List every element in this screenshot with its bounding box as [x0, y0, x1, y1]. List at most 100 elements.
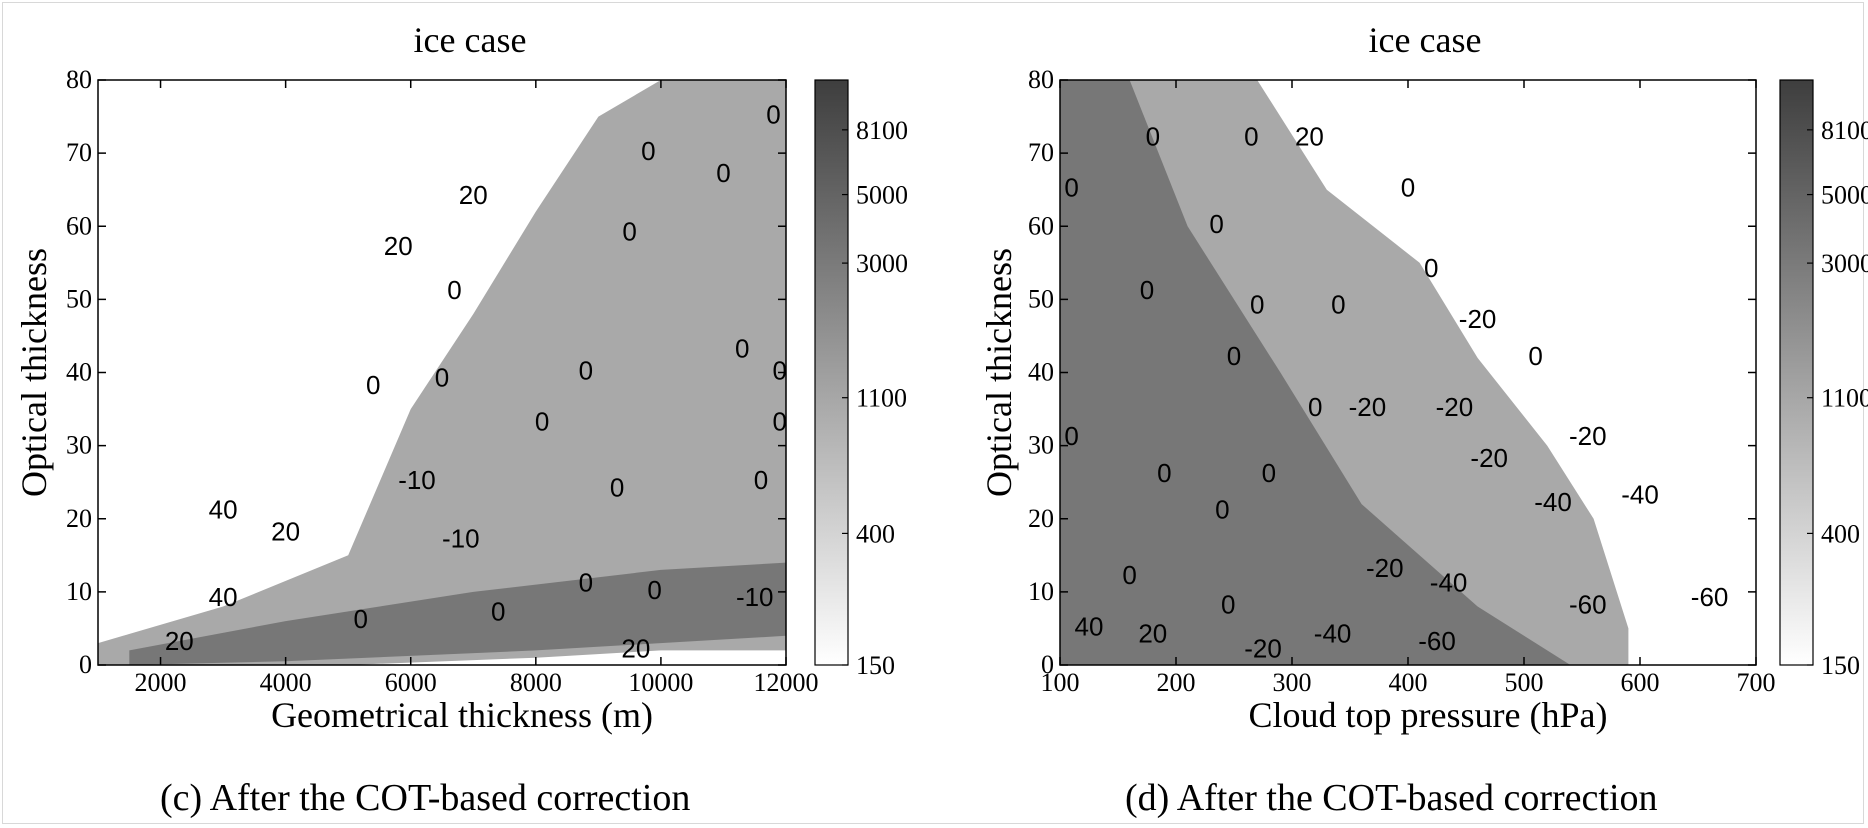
- contour-label: -40: [1314, 619, 1352, 649]
- contour-label: -40: [1430, 567, 1468, 597]
- y-tick-label: 60: [1028, 211, 1054, 240]
- chart-title: ice case: [1369, 20, 1482, 60]
- x-axis-label: Cloud top pressure (hPa): [1249, 695, 1608, 735]
- contour-label: 0: [1122, 560, 1136, 590]
- contour-label: 0: [1262, 458, 1276, 488]
- contour-label: 40: [209, 582, 238, 612]
- contour-label: 0: [1140, 275, 1154, 305]
- contour-label: 0: [1221, 589, 1235, 619]
- y-tick-label: 10: [1028, 577, 1054, 606]
- y-tick-label: 20: [1028, 504, 1054, 533]
- contour-label: 0: [1331, 290, 1345, 320]
- x-tick-label: 4000: [260, 668, 312, 697]
- contour-label: -60: [1418, 626, 1456, 656]
- y-tick-label: 70: [1028, 138, 1054, 167]
- y-tick-label: 30: [66, 431, 92, 460]
- y-axis-label: Optical thickness: [979, 248, 1019, 497]
- colorbar-tick-label: 150: [1821, 651, 1860, 680]
- contour-label: 0: [716, 158, 730, 188]
- contour-label: -40: [1534, 487, 1572, 517]
- contour-label: 20: [384, 231, 413, 261]
- contour-label: 0: [1157, 458, 1171, 488]
- x-tick-label: 8000: [510, 668, 562, 697]
- colorbar-tick-label: 5000: [1821, 181, 1868, 210]
- x-tick-label: 10000: [628, 668, 693, 697]
- contour-label: 0: [1064, 173, 1078, 203]
- y-tick-label: 30: [1028, 431, 1054, 460]
- contour-label: 0: [1146, 121, 1160, 151]
- contour-label: 0: [447, 275, 461, 305]
- chart-title: ice case: [414, 20, 527, 60]
- contour-label: -20: [1436, 392, 1474, 422]
- colorbar: [1779, 79, 1814, 666]
- caption-c: (c) After the COT-based correction: [160, 777, 691, 819]
- y-tick-label: 0: [79, 650, 92, 679]
- contour-label: 20: [165, 626, 194, 656]
- contour-label: 0: [1308, 392, 1322, 422]
- colorbar-tick-label: 1100: [856, 384, 907, 413]
- x-tick-label: 100: [1041, 668, 1080, 697]
- contour-label: -10: [736, 582, 774, 612]
- contour-label: 0: [353, 604, 367, 634]
- contour-label: 0: [491, 597, 505, 627]
- contour-label: 0: [622, 216, 636, 246]
- colorbar-tick-label: 5000: [856, 181, 908, 210]
- contour-label: -10: [398, 465, 436, 495]
- x-tick-label: 300: [1273, 668, 1312, 697]
- y-tick-label: 10: [66, 577, 92, 606]
- colorbar-tick-label: 1100: [1821, 384, 1868, 413]
- contour-label: 0: [579, 567, 593, 597]
- y-tick-label: 80: [1028, 65, 1054, 94]
- contour-label: 0: [766, 99, 780, 129]
- contour-label: 0: [1244, 121, 1258, 151]
- contour-label: -20: [1349, 392, 1387, 422]
- contour-label: -60: [1569, 589, 1607, 619]
- x-tick-label: 600: [1621, 668, 1660, 697]
- y-tick-label: 70: [66, 138, 92, 167]
- contour-label: -20: [1470, 443, 1508, 473]
- contour-label: 0: [1250, 290, 1264, 320]
- colorbar-tick-label: 3000: [856, 249, 908, 278]
- contour-label: 20: [271, 516, 300, 546]
- caption-d: (d) After the COT-based correction: [1125, 777, 1658, 819]
- contour-label: -10: [442, 524, 480, 554]
- colorbar-tick-label: 3000: [1821, 249, 1868, 278]
- contour-label: 40: [1075, 611, 1104, 641]
- contour-label: 0: [535, 407, 549, 437]
- contour-label: 20: [459, 180, 488, 210]
- x-tick-label: 2000: [135, 668, 187, 697]
- contour-label: 0: [579, 355, 593, 385]
- x-axis-label: Geometrical thickness (m): [271, 695, 653, 735]
- contour-label: 0: [754, 465, 768, 495]
- contour-label: 40: [209, 494, 238, 524]
- y-tick-label: 60: [66, 211, 92, 240]
- contour-label: 0: [1424, 253, 1438, 283]
- contour-label: 0: [435, 363, 449, 393]
- contour-label: 0: [641, 136, 655, 166]
- y-tick-label: 80: [66, 65, 92, 94]
- contour-label: 0: [366, 370, 380, 400]
- y-tick-label: 40: [66, 358, 92, 387]
- contour-label: -20: [1459, 304, 1497, 334]
- y-tick-label: 40: [1028, 358, 1054, 387]
- contour-label: 0: [1209, 209, 1223, 239]
- colorbar: [814, 79, 849, 666]
- y-tick-label: 50: [66, 284, 92, 313]
- contour-label: 0: [1227, 341, 1241, 371]
- x-tick-label: 400: [1389, 668, 1428, 697]
- colorbar-tick-label: 8100: [856, 116, 908, 145]
- colorbar-tick-label: 400: [1821, 519, 1860, 548]
- panel-d: 0 0 0 20 0 0 0 0 0 0 -20 0 0 0 -20 -20 -20 0 -20 0 0 -40 -40 0-…: [965, 0, 1868, 828]
- contour-label: 0: [1215, 494, 1229, 524]
- contour-label: -40: [1621, 480, 1659, 510]
- colorbar-tick-label: 150: [856, 651, 895, 680]
- contour-label: -60: [1691, 582, 1729, 612]
- contour-label: 0: [773, 355, 787, 385]
- contour-label: 0: [1401, 173, 1415, 203]
- x-tick-label: 700: [1737, 668, 1776, 697]
- contour-label: 0: [1064, 421, 1078, 451]
